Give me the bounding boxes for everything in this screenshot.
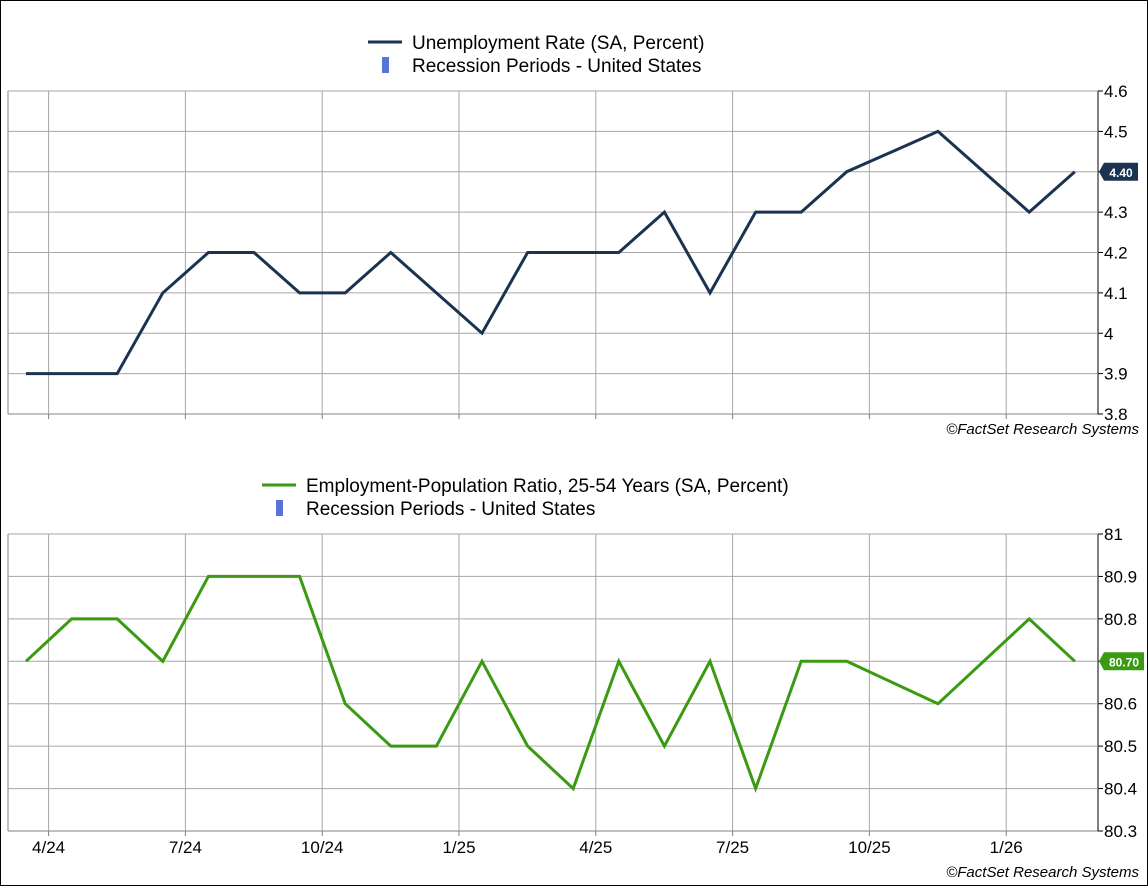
data-point (662, 210, 666, 214)
data-point (982, 170, 986, 174)
data-point (298, 574, 302, 578)
unemployment-panel: Unemployment Rate (SA, Percent) Recessio… (7, 33, 1139, 438)
y-tick-label: 4.3 (1104, 203, 1128, 222)
data-point (1027, 210, 1031, 214)
data-point (708, 659, 712, 663)
last-value-label: 4.40 (1109, 166, 1133, 180)
data-point (298, 291, 302, 295)
data-point (115, 372, 119, 376)
ticks: 80.380.480.580.680.780.880.9814/247/2410… (32, 525, 1137, 857)
x-tick-label: 4/25 (579, 838, 612, 857)
data-point (845, 659, 849, 663)
data-point (434, 744, 438, 748)
data-point (115, 617, 119, 621)
data-point (389, 744, 393, 748)
y-tick-label: 80.9 (1104, 567, 1137, 586)
data-point (890, 681, 894, 685)
y-tick-label: 4.5 (1104, 122, 1128, 141)
x-tick-label: 10/24 (301, 838, 344, 857)
y-tick-label: 80.6 (1104, 695, 1137, 714)
data-point (799, 210, 803, 214)
x-tick-label: 7/24 (169, 838, 202, 857)
x-tick-label: 4/24 (32, 838, 65, 857)
data-point (252, 251, 256, 255)
y-tick-label: 80.8 (1104, 610, 1137, 629)
data-point (662, 744, 666, 748)
employment-population-panel: Employment-Population Ratio, 25-54 Years… (7, 476, 1144, 881)
data-point (434, 291, 438, 295)
last-value-flag (1099, 652, 1144, 671)
x-tick-label: 7/25 (716, 838, 749, 857)
grid (7, 533, 1099, 832)
data-point (480, 659, 484, 663)
data-point (24, 659, 28, 663)
data-point (161, 659, 165, 663)
data-point (571, 251, 575, 255)
data-point (70, 372, 74, 376)
legend: Employment-Population Ratio, 25-54 Years… (262, 476, 789, 520)
data-point (480, 331, 484, 335)
legend-label-recession: Recession Periods - United States (412, 56, 701, 77)
x-tick-label: 1/26 (990, 838, 1023, 857)
data-point (754, 210, 758, 214)
y-tick-label: 4.6 (1104, 82, 1128, 101)
data-point (1073, 659, 1077, 663)
data-point (571, 787, 575, 791)
last-value-label: 80.70 (1109, 655, 1139, 669)
x-tick-label: 1/25 (442, 838, 475, 857)
data-point (206, 574, 210, 578)
data-point (754, 787, 758, 791)
data-point (845, 170, 849, 174)
series-line (24, 574, 1076, 794)
data-point (936, 702, 940, 706)
y-tick-label: 80.4 (1104, 780, 1137, 799)
data-point (24, 372, 28, 376)
data-point (708, 291, 712, 295)
data-point (526, 251, 530, 255)
last-value-flag (1099, 162, 1138, 181)
ticks: 3.83.944.14.24.34.44.54.6 (48, 82, 1128, 424)
legend-bar-swatch (382, 57, 389, 73)
y-tick-label: 80.5 (1104, 737, 1137, 756)
y-tick-label: 4.1 (1104, 284, 1128, 303)
plot: 80.70 (24, 574, 1144, 794)
data-point (343, 291, 347, 295)
legend-label-series: Unemployment Rate (SA, Percent) (412, 33, 705, 54)
y-tick-label: 81 (1104, 525, 1123, 544)
data-point (982, 659, 986, 663)
y-tick-label: 4.2 (1104, 244, 1128, 263)
data-point (1073, 170, 1077, 174)
y-tick-label: 4 (1104, 324, 1113, 343)
x-tick-label: 10/25 (848, 838, 891, 857)
source-credit: ©FactSet Research Systems (946, 421, 1139, 438)
data-point (389, 251, 393, 255)
data-point (206, 251, 210, 255)
legend-label-recession: Recession Periods - United States (306, 499, 595, 520)
source-credit: ©FactSet Research Systems (946, 864, 1139, 881)
data-point (70, 617, 74, 621)
series-line (26, 129, 1076, 376)
y-tick-label: 80.3 (1104, 822, 1137, 841)
data-point (617, 251, 621, 255)
data-point (799, 659, 803, 663)
data-point (252, 574, 256, 578)
y-tick-label: 3.9 (1104, 365, 1128, 384)
data-point (526, 744, 530, 748)
data-point (617, 659, 621, 663)
data-point (890, 150, 894, 154)
data-point (161, 291, 165, 295)
legend-bar-swatch (276, 500, 283, 516)
data-point (343, 702, 347, 706)
y-tick-label: 3.8 (1104, 405, 1128, 424)
legend: Unemployment Rate (SA, Percent) Recessio… (368, 33, 705, 77)
plot: 4.40 (24, 129, 1138, 376)
legend-label-series: Employment-Population Ratio, 25-54 Years… (306, 476, 789, 497)
data-point (1027, 617, 1031, 621)
data-point (936, 129, 940, 133)
